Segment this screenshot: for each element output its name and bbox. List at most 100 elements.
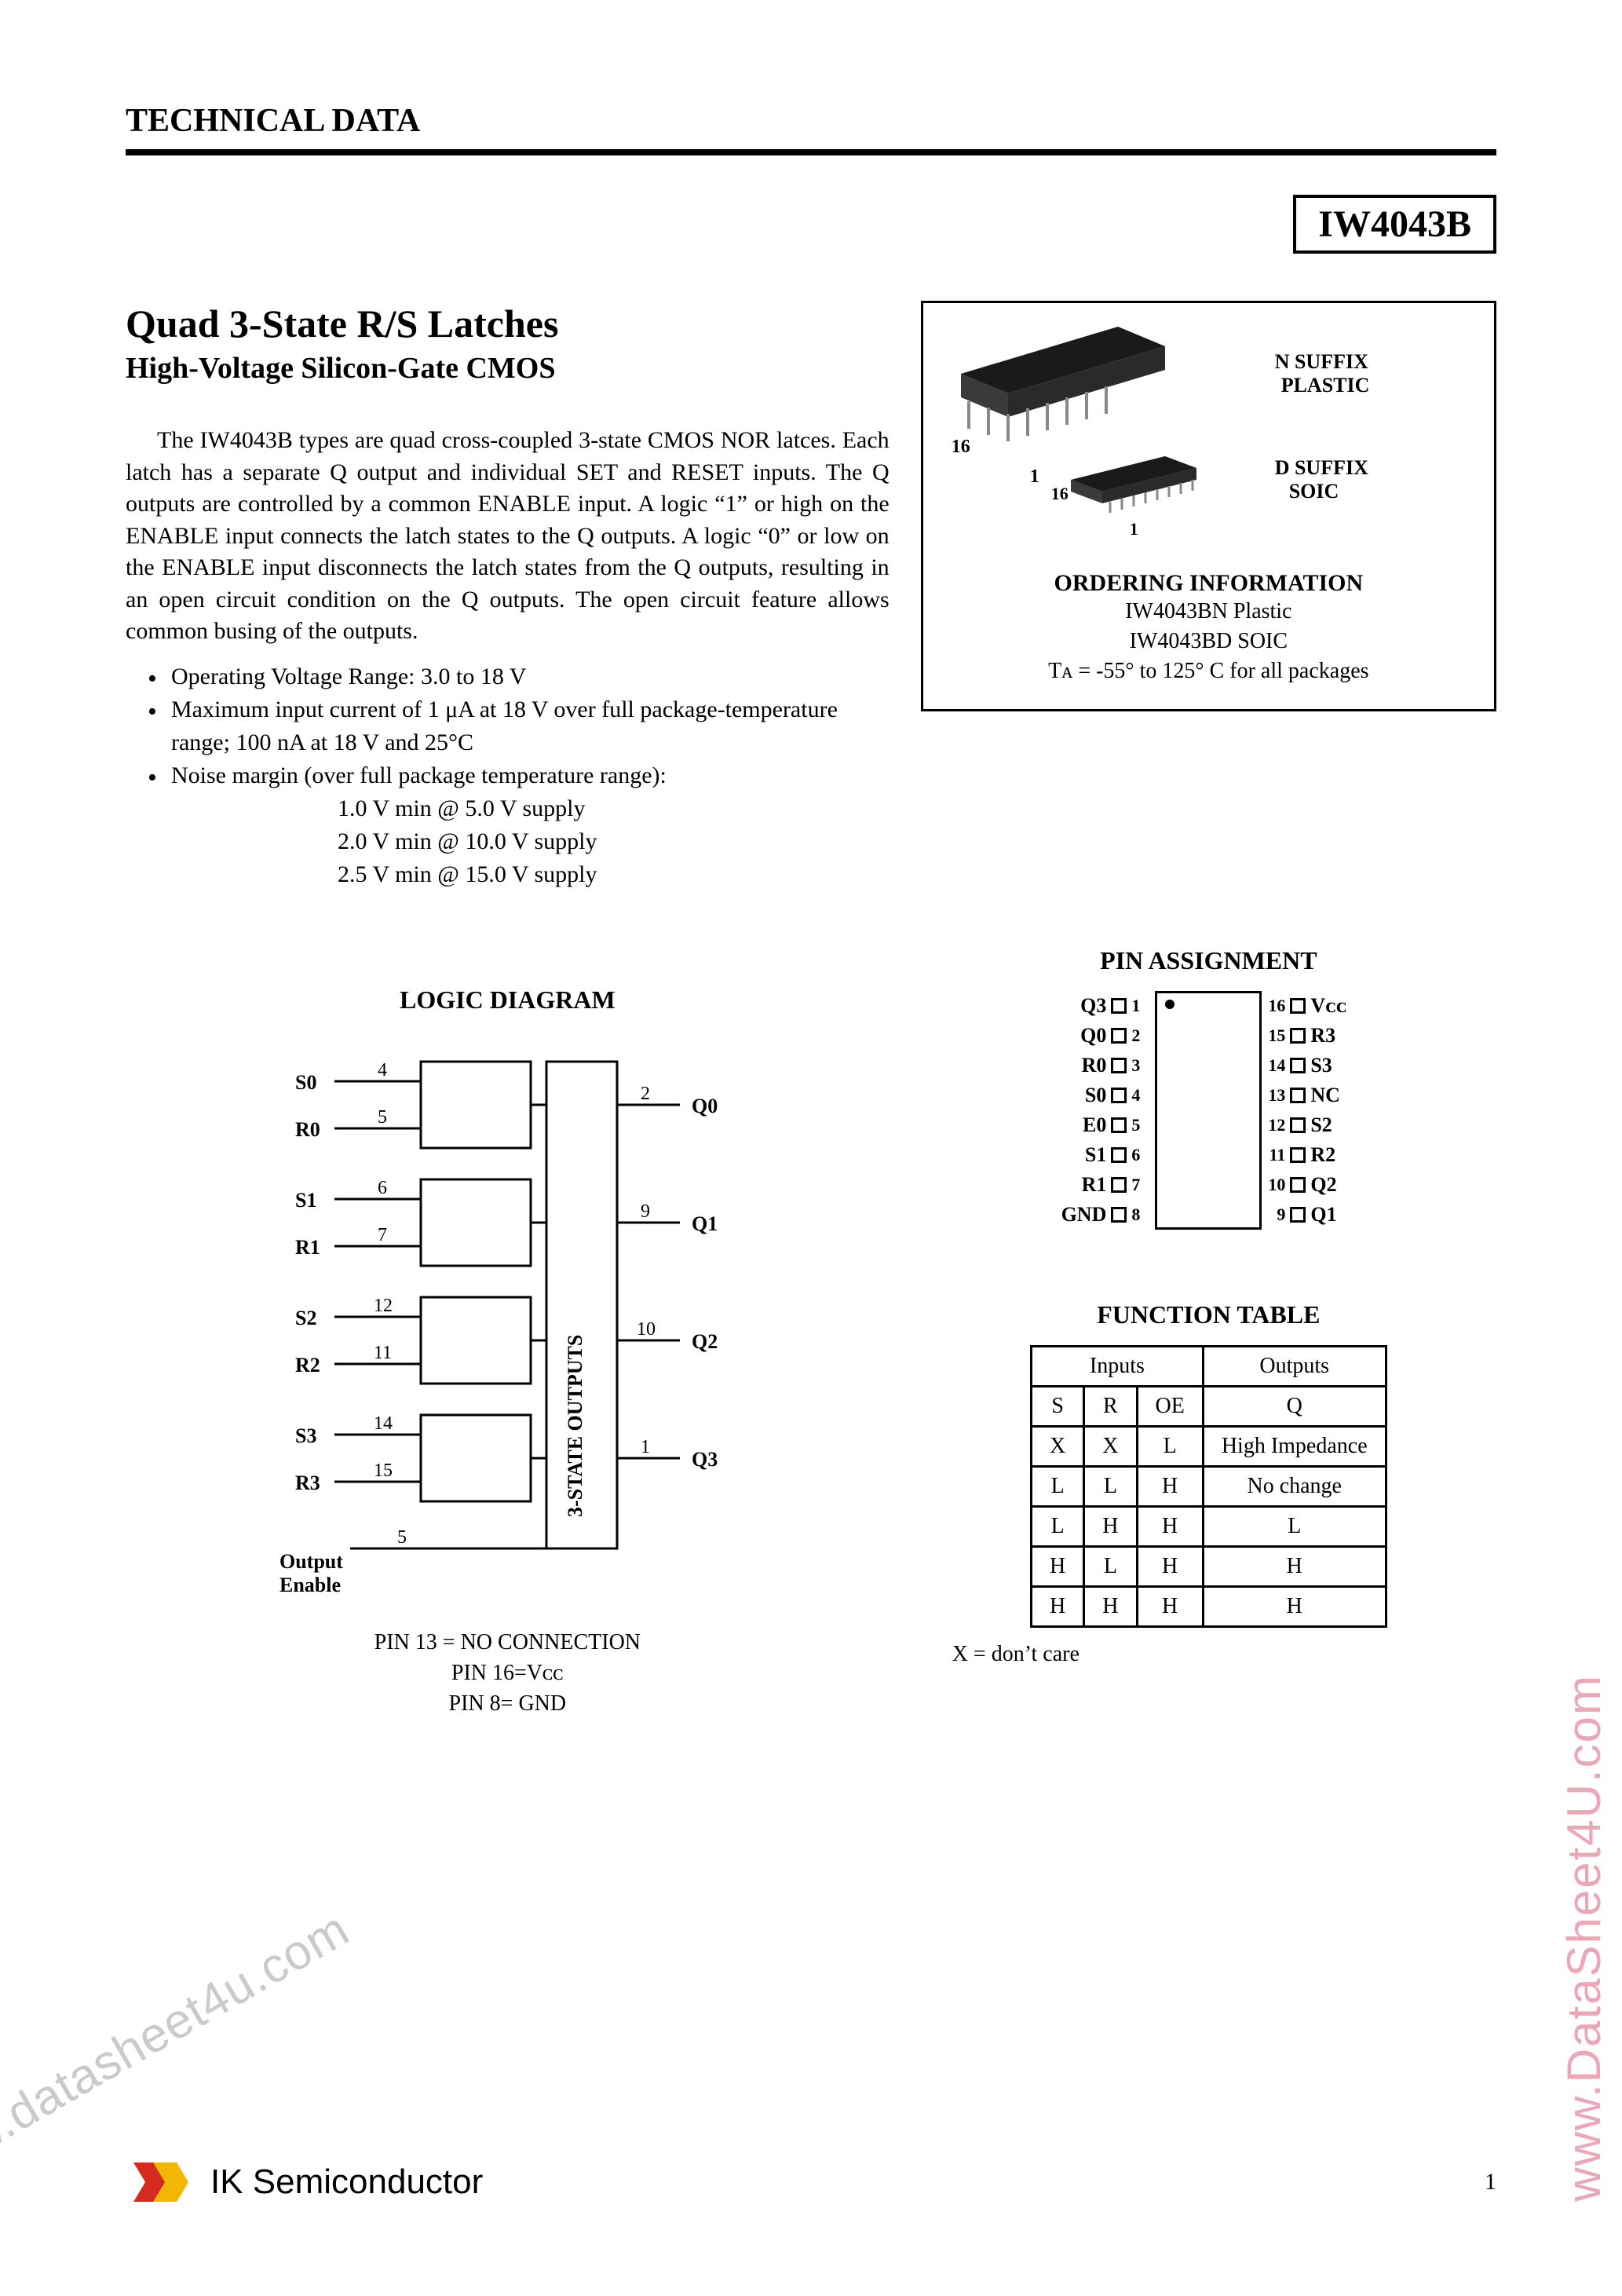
table-cell: No change [1203,1466,1386,1506]
func-head-inputs: Inputs [1032,1346,1204,1386]
table-cell: H [1137,1586,1203,1626]
pkg-n-pin1: 1 [1030,466,1039,488]
logic-pin-12: 12 [374,1296,393,1316]
feature-item: Operating Voltage Range: 3.0 to 18 V [148,660,890,693]
pin-left-num: 3 [1127,1055,1155,1076]
logic-note-2: PIN 16=Vᴄᴄ [126,1658,890,1688]
pin-left-num: 6 [1127,1145,1155,1165]
feature-item: Maximum input current of 1 μA at 18 V ov… [148,693,890,759]
pin-socket-icon [1290,1028,1306,1044]
function-table-title: FUNCTION TABLE [921,1300,1496,1329]
pin-right-num: 10 [1262,1175,1290,1195]
pin-socket-icon [1290,1117,1306,1133]
pin-body [1155,1200,1262,1230]
header: TECHNICAL DATA [126,102,1496,155]
pin-body [1155,1051,1262,1080]
table-cell: L [1032,1466,1084,1506]
pin-right-label: NC [1310,1084,1365,1107]
pin-left-num: 1 [1127,996,1155,1016]
pin-socket-icon [1111,1058,1127,1073]
table-row: HLHH [1032,1546,1386,1586]
pkg-d-pin16: 16 [1051,484,1069,504]
logic-pin-9: 9 [641,1201,650,1222]
pin-socket-icon [1290,998,1306,1014]
pin-assignment-block: Q3116VᴄᴄQ0215R3R0314S3S0413NCE0512S2S161… [1051,991,1365,1230]
pin-socket-icon [1290,1088,1306,1103]
logic-pin-15: 15 [374,1461,393,1481]
pin-socket-icon [1111,1207,1127,1223]
sub-title: High-Voltage Silicon-Gate CMOS [126,351,890,386]
logic-input-s1: S1 [295,1189,316,1212]
logo-icon [126,2155,196,2210]
logic-diagram-title: LOGIC DIAGRAM [126,985,890,1015]
ordering-line-2: IW4043BD SOIC [937,627,1480,656]
right-lower-column: PIN ASSIGNMENT Q3116VᴄᴄQ0215R3R0314S3S04… [921,923,1496,1667]
logic-pin-14: 14 [374,1413,393,1434]
feature-item: Noise margin (over full package temperat… [148,759,890,792]
logic-input-r1: R1 [295,1236,320,1259]
ordering-head: ORDERING INFORMATION [937,570,1480,597]
pin-socket-icon [1290,1207,1306,1223]
n-suffix-label: N SUFFIX PLASTIC [1275,350,1370,397]
logic-input-r2: R2 [295,1354,320,1377]
function-table-note: X = don’t care [952,1642,1496,1667]
table-cell: H [1203,1586,1386,1626]
logic-note-3: PIN 8= GND [126,1688,890,1719]
pin-left-label: S0 [1051,1084,1106,1107]
func-col-s: S [1032,1386,1084,1426]
pin-body [1155,1170,1262,1200]
logic-pin-1: 1 [641,1437,650,1457]
logic-pin-5b: 5 [397,1527,407,1548]
logic-output-q2: Q2 [692,1330,718,1353]
pin-right-label: R2 [1310,1143,1365,1167]
pin-right-label: Q1 [1310,1203,1365,1227]
pkg-d-pin1: 1 [1130,519,1138,539]
pin-left-num: 7 [1127,1175,1155,1195]
pin-socket-icon [1290,1147,1306,1163]
pin-right-label: R3 [1310,1024,1365,1047]
pin-right-label: Vᴄᴄ [1310,994,1365,1018]
d-suffix-label: D SUFFIX SOIC [1275,456,1368,503]
pin-right-num: 13 [1262,1085,1290,1106]
package-images: N SUFFIX PLASTIC 16 1 [937,319,1480,547]
logic-pin-5a: 5 [378,1107,387,1128]
table-cell: H [1032,1586,1084,1626]
n-type-text: PLASTIC [1281,374,1370,397]
tristate-label: 3-STATE OUTPUTS [564,1334,586,1516]
soic-package-icon [1063,452,1220,523]
func-col-oe: OE [1137,1386,1203,1426]
pin-body [1155,1080,1262,1110]
table-row: HHHH [1032,1586,1386,1626]
pin-body [1155,1021,1262,1051]
lower-two-col: LOGIC DIAGRAM .lbl { font: bold 26px "Ti… [126,923,1496,1720]
table-row: LLHNo change [1032,1466,1386,1506]
pin-left-label: R0 [1051,1054,1106,1077]
noise-line: 2.0 V min @ 10.0 V supply [338,825,890,858]
pin-body [1155,991,1262,1021]
pin-left-label: E0 [1051,1113,1106,1137]
noise-line: 1.0 V min @ 5.0 V supply [338,792,890,825]
feature-list: Operating Voltage Range: 3.0 to 18 V Max… [148,660,890,792]
pin-socket-icon [1290,1058,1306,1073]
noise-line: 2.5 V min @ 15.0 V supply [338,858,890,891]
logic-diagram-svg: .lbl { font: bold 26px "Times New Roman"… [240,1046,774,1611]
intro-column: Quad 3-State R/S Latches High-Voltage Si… [126,301,890,891]
ordering-line-1: IW4043BN Plastic [937,597,1480,627]
function-table: Inputs Outputs S R OE Q XXLHigh Impedanc… [1030,1345,1387,1628]
func-head-outputs: Outputs [1203,1346,1386,1386]
pin-right-num: 14 [1262,1055,1290,1076]
logic-input-r0: R0 [295,1118,320,1141]
logic-note-1: PIN 13 = NO CONNECTION [126,1627,890,1658]
logic-output-q3: Q3 [692,1448,718,1471]
logic-input-s2: S2 [295,1307,316,1329]
pin-socket-icon [1111,1088,1127,1103]
table-cell: L [1137,1426,1203,1466]
logic-input-r3: R3 [295,1472,320,1494]
page-number: 1 [1485,2169,1496,2195]
pin-left-num: 5 [1127,1115,1155,1135]
pin-left-label: Q3 [1051,994,1106,1018]
pin-right-num: 16 [1262,996,1290,1016]
pin-right-num: 9 [1262,1205,1290,1225]
output-enable-label-2: Enable [279,1574,341,1596]
pin-right-label: S2 [1310,1113,1365,1137]
